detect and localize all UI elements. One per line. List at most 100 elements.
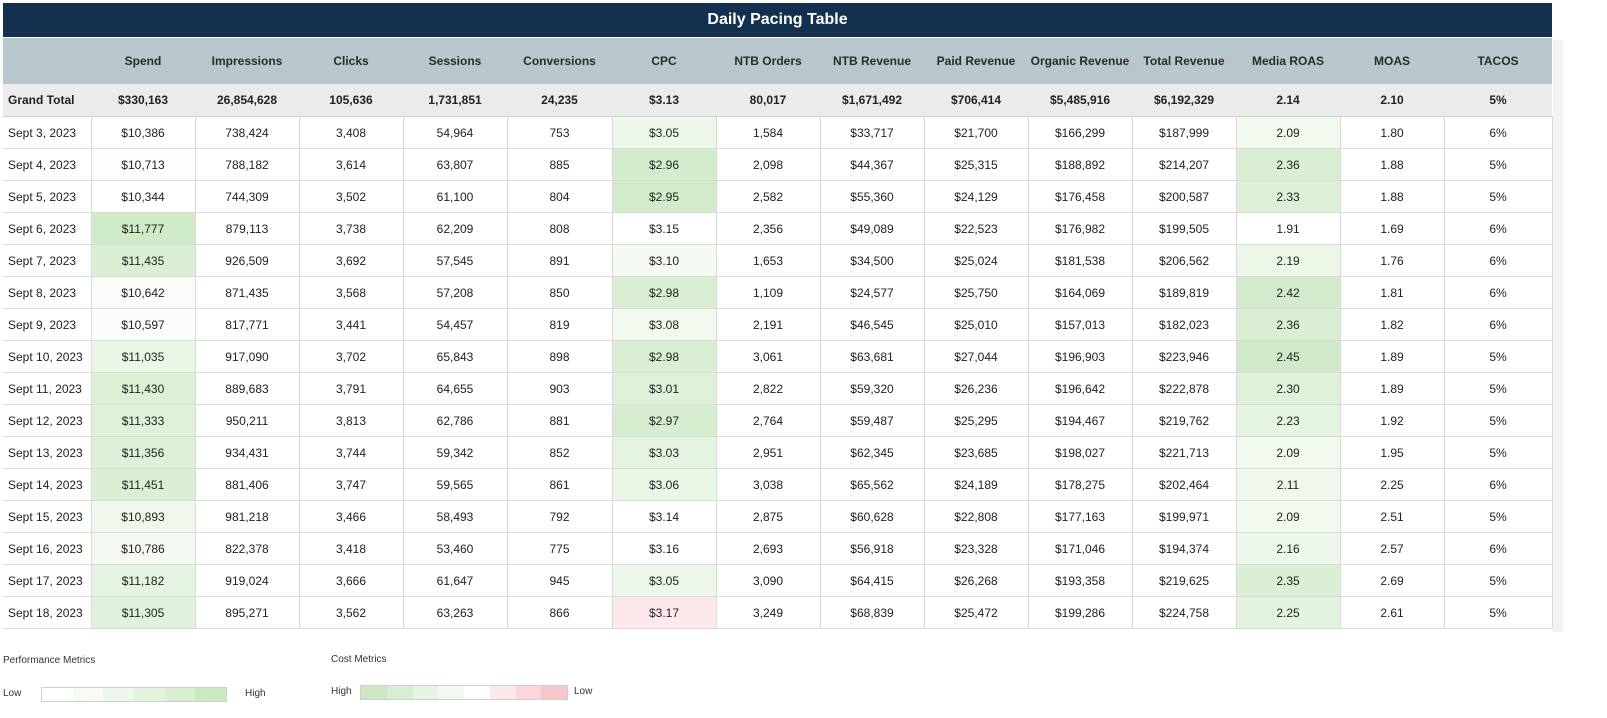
table-row[interactable]: Sept 18, 2023 $11,305 895,271 3,562 63,263 86… (3, 596, 1553, 629)
cell-conversions: 903 (507, 372, 613, 405)
column-header-ntb-orders[interactable]: NTB Orders (716, 38, 820, 84)
column-header-spend[interactable]: Spend (91, 38, 195, 84)
cell-conversions: 881 (507, 404, 613, 437)
grand-total-cpc: $3.13 (612, 84, 716, 117)
column-header-total-revenue[interactable]: Total Revenue (1132, 38, 1236, 84)
cell-clicks: 3,441 (299, 308, 404, 341)
cell-organic-revenue: $181,538 (1028, 244, 1133, 277)
cell-paid-revenue: $26,236 (924, 372, 1029, 405)
grand-total-moas: 2.10 (1340, 84, 1444, 117)
column-header-ntb-revenue[interactable]: NTB Revenue (820, 38, 924, 84)
cost-scale-swatch (489, 686, 516, 699)
cost-scale-swatch (361, 686, 387, 699)
cell-cpc: $2.95 (612, 180, 717, 213)
vertical-scrollbar[interactable] (1553, 40, 1563, 632)
cell-tacos: 5% (1444, 404, 1553, 437)
cell-clicks: 3,418 (299, 532, 404, 565)
column-header-moas[interactable]: MOAS (1340, 38, 1444, 84)
cell-cpc: $3.03 (612, 436, 717, 469)
row-date: Sept 3, 2023 (3, 116, 92, 149)
cell-paid-revenue: $25,750 (924, 276, 1029, 309)
table-row[interactable]: Sept 4, 2023 $10,713 788,182 3,614 63,807 885… (3, 148, 1553, 181)
cell-moas: 1.76 (1340, 244, 1445, 277)
column-header-tacos[interactable]: TACOS (1444, 38, 1552, 84)
row-date: Sept 14, 2023 (3, 468, 92, 501)
cell-total-revenue: $221,713 (1132, 436, 1237, 469)
table-row[interactable]: Sept 12, 2023 $11,333 950,211 3,813 62,786 88… (3, 404, 1553, 437)
column-header-sessions[interactable]: Sessions (403, 38, 507, 84)
column-header-organic-revenue[interactable]: Organic Revenue (1028, 38, 1132, 84)
cell-spend: $10,713 (91, 148, 196, 181)
table-row[interactable]: Sept 5, 2023 $10,344 744,309 3,502 61,100 804… (3, 180, 1553, 213)
cell-media-roas: 2.09 (1236, 116, 1341, 149)
cell-conversions: 866 (507, 596, 613, 629)
table-row[interactable]: Sept 15, 2023 $10,893 981,218 3,466 58,493 79… (3, 500, 1553, 533)
cell-impressions: 822,378 (195, 532, 300, 565)
grand-total-label: Grand Total (3, 84, 91, 117)
cell-ntb-orders: 2,191 (716, 308, 821, 341)
column-header-impressions[interactable]: Impressions (195, 38, 299, 84)
table-row[interactable]: Sept 3, 2023 $10,386 738,424 3,408 54,964 753… (3, 116, 1553, 149)
cell-media-roas: 2.09 (1236, 500, 1341, 533)
cell-moas: 2.51 (1340, 500, 1445, 533)
cell-organic-revenue: $164,069 (1028, 276, 1133, 309)
column-header-row-label[interactable] (3, 38, 91, 84)
cell-clicks: 3,562 (299, 596, 404, 629)
cell-ntb-revenue: $55,360 (820, 180, 925, 213)
column-header-conversions[interactable]: Conversions (507, 38, 612, 84)
column-header-paid-revenue[interactable]: Paid Revenue (924, 38, 1028, 84)
cell-tacos: 5% (1444, 372, 1553, 405)
grand-total-tacos: 5% (1444, 84, 1552, 117)
table-row[interactable]: Sept 8, 2023 $10,642 871,435 3,568 57,208 850… (3, 276, 1553, 309)
cell-conversions: 898 (507, 340, 613, 373)
cell-media-roas: 2.25 (1236, 596, 1341, 629)
performance-scale-swatch (195, 688, 227, 701)
daily-pacing-table: Spend Impressions Clicks Sessions Conversion… (3, 38, 1553, 629)
table-row[interactable]: Sept 9, 2023 $10,597 817,771 3,441 54,457 819… (3, 308, 1553, 341)
cell-conversions: 852 (507, 436, 613, 469)
table-row[interactable]: Sept 13, 2023 $11,356 934,431 3,744 59,342 85… (3, 436, 1553, 469)
cell-ntb-orders: 2,693 (716, 532, 821, 565)
table-row[interactable]: Sept 7, 2023 $11,435 926,509 3,692 57,545 891… (3, 244, 1553, 277)
grand-total-ntb-orders: 80,017 (716, 84, 820, 117)
cell-total-revenue: $189,819 (1132, 276, 1237, 309)
cell-spend: $11,182 (91, 564, 196, 597)
cell-cpc: $2.98 (612, 340, 717, 373)
cell-cpc: $3.10 (612, 244, 717, 277)
cell-impressions: 738,424 (195, 116, 300, 149)
cell-media-roas: 2.33 (1236, 180, 1341, 213)
cell-ntb-revenue: $44,367 (820, 148, 925, 181)
table-row[interactable]: Sept 16, 2023 $10,786 822,378 3,418 53,460 77… (3, 532, 1553, 565)
table-row[interactable]: Sept 10, 2023 $11,035 917,090 3,702 65,843 89… (3, 340, 1553, 373)
cell-ntb-revenue: $68,839 (820, 596, 925, 629)
table-row[interactable]: Sept 6, 2023 $11,777 879,113 3,738 62,209 808… (3, 212, 1553, 245)
cell-ntb-revenue: $60,628 (820, 500, 925, 533)
cell-ntb-revenue: $49,089 (820, 212, 925, 245)
cell-impressions: 744,309 (195, 180, 300, 213)
row-date: Sept 6, 2023 (3, 212, 92, 245)
cell-ntb-revenue: $59,320 (820, 372, 925, 405)
grand-total-total-revenue: $6,192,329 (1132, 84, 1236, 117)
cell-conversions: 945 (507, 564, 613, 597)
grand-total-conversions: 24,235 (507, 84, 612, 117)
column-header-cpc[interactable]: CPC (612, 38, 716, 84)
column-header-clicks[interactable]: Clicks (299, 38, 403, 84)
cell-impressions: 895,271 (195, 596, 300, 629)
cell-ntb-revenue: $56,918 (820, 532, 925, 565)
cell-spend: $10,642 (91, 276, 196, 309)
cell-clicks: 3,702 (299, 340, 404, 373)
cell-paid-revenue: $24,129 (924, 180, 1029, 213)
table-row[interactable]: Sept 17, 2023 $11,182 919,024 3,666 61,647 94… (3, 564, 1553, 597)
cost-low-label: Low (574, 686, 593, 697)
cell-ntb-orders: 1,109 (716, 276, 821, 309)
cell-tacos: 6% (1444, 276, 1553, 309)
cell-conversions: 861 (507, 468, 613, 501)
cell-spend: $10,786 (91, 532, 196, 565)
cell-total-revenue: $219,762 (1132, 404, 1237, 437)
cell-ntb-revenue: $34,500 (820, 244, 925, 277)
cost-scale-swatch (541, 686, 567, 699)
column-header-media-roas[interactable]: Media ROAS (1236, 38, 1340, 84)
table-row[interactable]: Sept 14, 2023 $11,451 881,406 3,747 59,565 86… (3, 468, 1553, 501)
table-row[interactable]: Sept 11, 2023 $11,430 889,683 3,791 64,655 90… (3, 372, 1553, 405)
cell-tacos: 5% (1444, 564, 1553, 597)
